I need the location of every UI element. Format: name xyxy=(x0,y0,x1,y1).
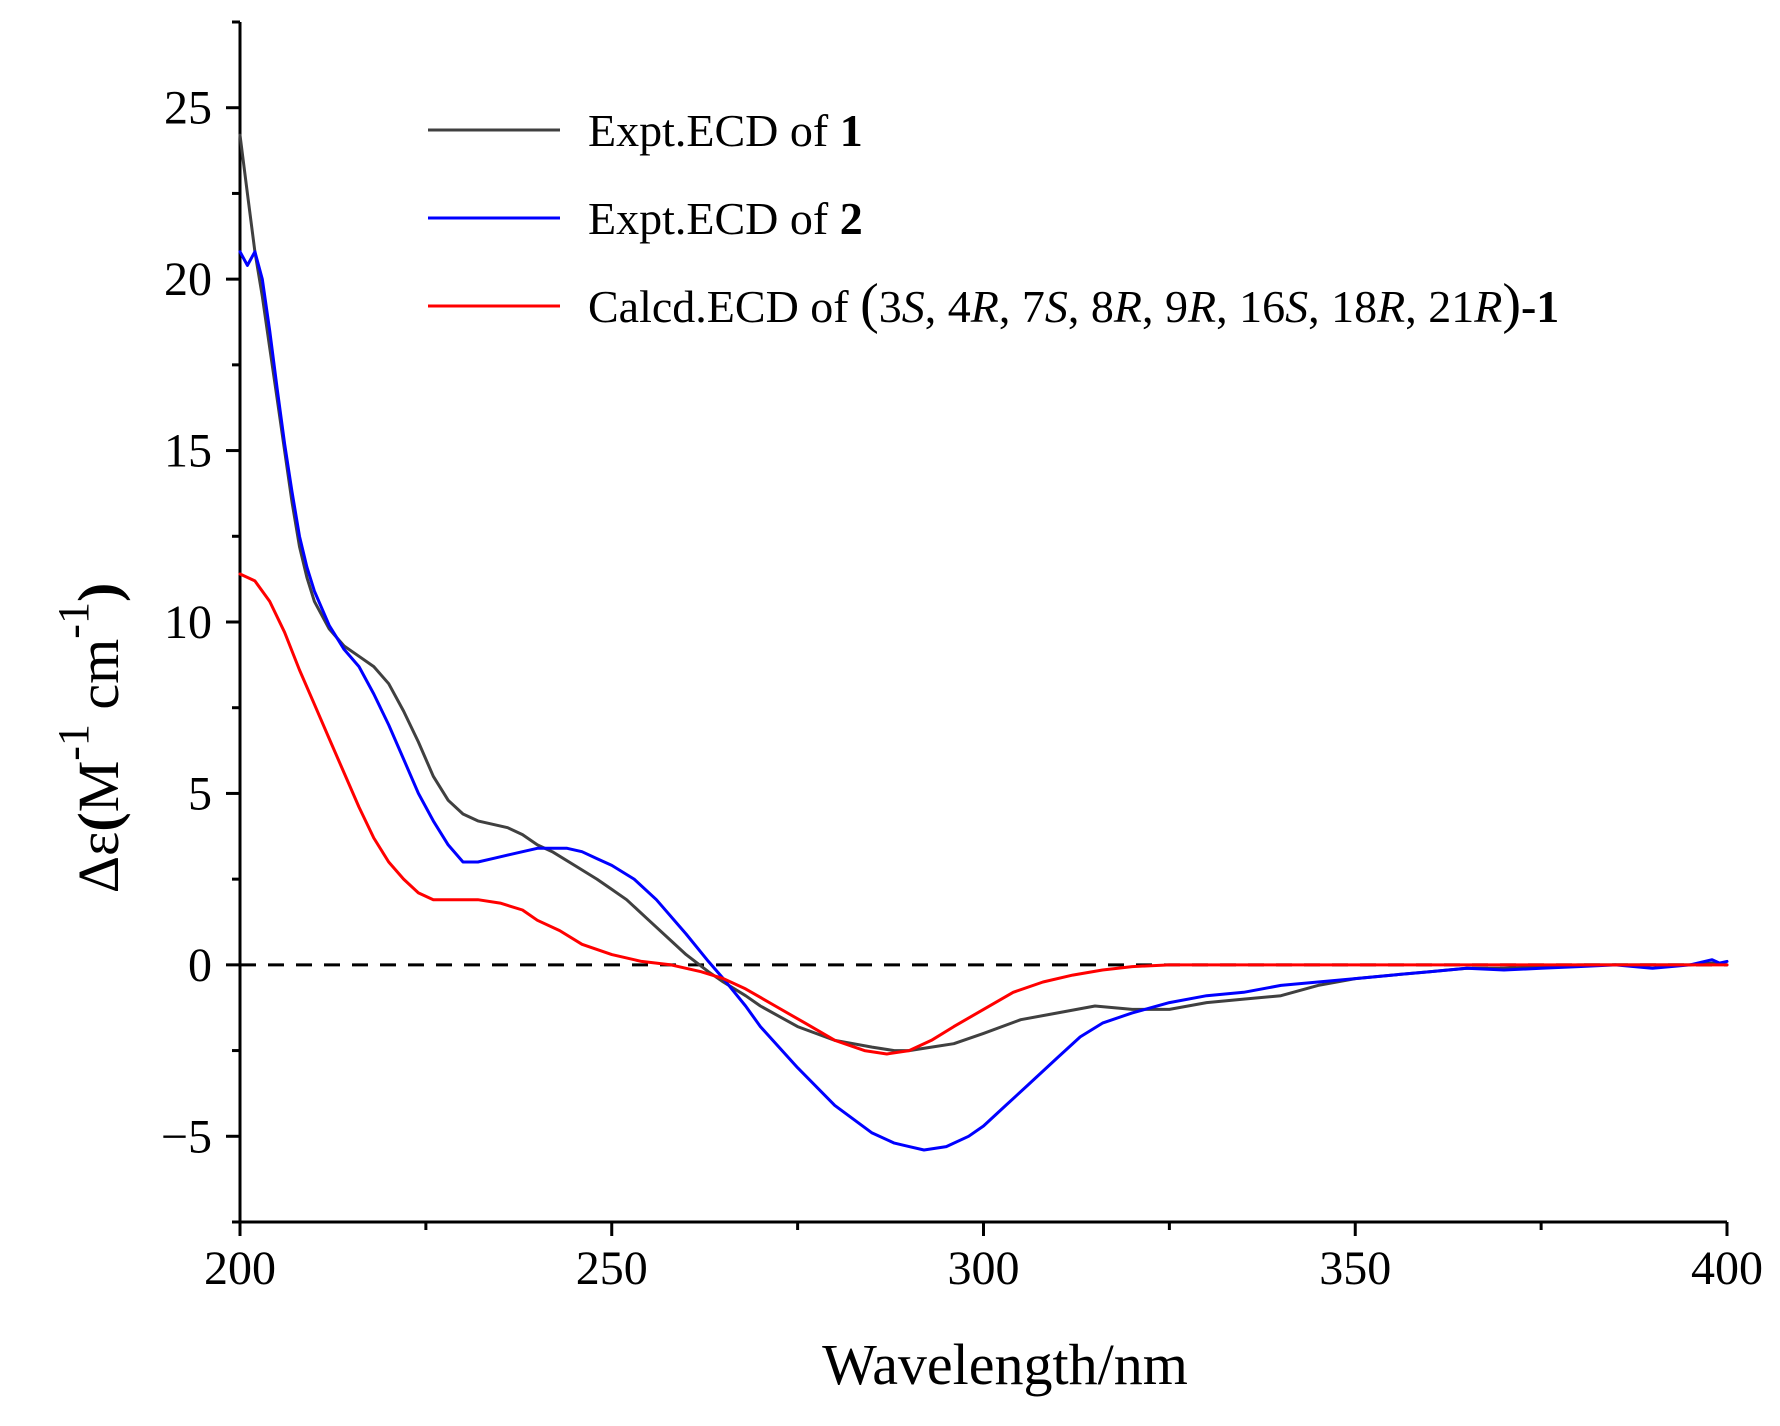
y-tick-label: 15 xyxy=(164,425,212,478)
x-axis-label: Wavelength/nm xyxy=(822,1332,1188,1397)
series-layer xyxy=(238,133,1729,1152)
x-tick-label: 200 xyxy=(204,1242,276,1295)
y-tick-label: −5 xyxy=(161,1110,212,1163)
y-tick-label: 10 xyxy=(164,596,212,649)
y-axis-label-delta: Δε xyxy=(66,832,131,894)
series-line-3 xyxy=(238,572,1729,1056)
legend-label-2: Expt.ECD of 2 xyxy=(588,193,863,244)
x-tick-label: 400 xyxy=(1691,1242,1763,1295)
legend-label-3: Calcd.ECD of (3S, 4R, 7S, 8R, 9R, 16S, 1… xyxy=(588,273,1559,335)
y-axis-label-exp1: -1 xyxy=(49,724,98,761)
axis-labels: Wavelength/nm Δε(M-1 cm-1) xyxy=(49,583,1188,1397)
x-tick-label: 350 xyxy=(1319,1242,1391,1295)
x-tick-label: 250 xyxy=(576,1242,648,1295)
axes: 200 250 300 350 400 −5 0 5 10 15 20 25 xyxy=(161,20,1763,1295)
x-tick-label: 300 xyxy=(948,1242,1020,1295)
y-tick-label: 20 xyxy=(164,253,212,306)
y-axis-label: Δε(M-1 cm-1) xyxy=(49,583,131,894)
legend: Expt.ECD of 1 Expt.ECD of 2 Calcd.ECD of (… xyxy=(428,105,1559,335)
y-axis-label-exp2: -1 xyxy=(49,602,98,639)
y-tick-label: 5 xyxy=(188,767,212,820)
series-line-2 xyxy=(238,250,1729,1152)
y-axis-label-m: M xyxy=(66,761,131,813)
y-axis-label-cm: cm xyxy=(66,639,131,710)
legend-label-1: Expt.ECD of 1 xyxy=(588,105,863,156)
y-tick-label: 25 xyxy=(164,82,212,135)
y-tick-label: 0 xyxy=(188,939,212,992)
